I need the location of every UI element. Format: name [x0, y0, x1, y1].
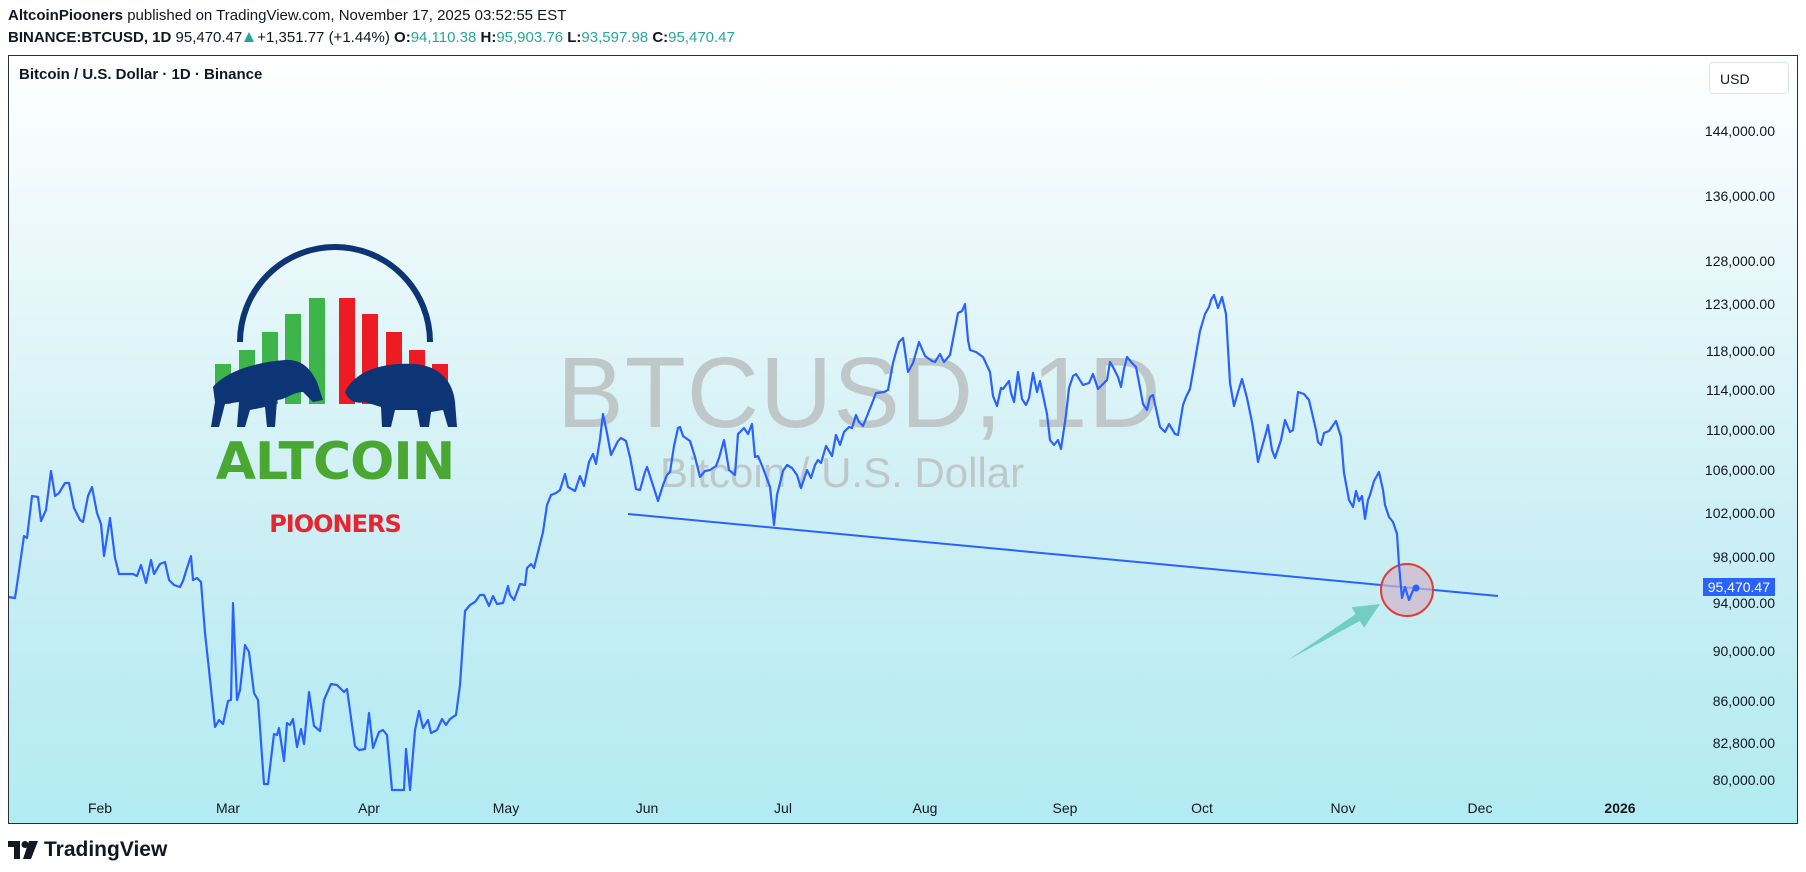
price-axis-label: 86,000.00: [1712, 693, 1775, 709]
time-axis-label: Oct: [1191, 800, 1213, 816]
price-axis-label: 114,000.00: [1705, 382, 1775, 398]
high-label: H:: [480, 29, 497, 46]
tradingview-logo[interactable]: TradingView: [8, 838, 167, 862]
price-axis-label: 128,000.00: [1704, 253, 1775, 269]
publish-info: AltcoinPiooners published on TradingView…: [8, 7, 566, 24]
time-axis-label: Aug: [912, 800, 938, 816]
last-price-tag: 95,470.47: [1702, 578, 1775, 596]
tradingview-brand: TradingView: [44, 838, 168, 861]
price-line[interactable]: [9, 293, 1416, 792]
bull-bear-icon: [211, 244, 457, 427]
watermark-description: Bitcoin / U.S. Dollar: [660, 449, 1025, 496]
price-axis-label: 94,000.00: [1712, 595, 1775, 611]
time-axis-label: Dec: [1467, 800, 1493, 816]
price-change: +1,351.77 (+1.44%): [257, 29, 390, 46]
price-axis-label: 110,000.00: [1705, 422, 1775, 438]
last-price-dot: [1412, 584, 1420, 592]
time-axis-label: Feb: [87, 800, 113, 816]
price-axis-label: 123,000.00: [1704, 296, 1775, 312]
price-axis-label: 82,800.00: [1712, 735, 1775, 751]
logo-text-piooners: PIOONERS: [269, 510, 402, 538]
price-axis-label: 80,000.00: [1712, 772, 1775, 788]
time-axis-label: May: [492, 800, 520, 816]
high-value: 95,903.76: [496, 29, 564, 46]
arrow-annotation[interactable]: [1288, 604, 1380, 660]
time-axis-label: Jul: [774, 800, 792, 816]
close-label: C:: [652, 29, 669, 46]
price-axis-label: 90,000.00: [1712, 643, 1775, 659]
currency-button[interactable]: USD: [1709, 62, 1789, 94]
time-axis-label: 2026: [1604, 800, 1636, 816]
chart-pane[interactable]: BTCUSD, 1D Bitcoin / U.S. Dollar ALTCOIN…: [8, 55, 1798, 824]
low-value: 93,597.98: [581, 29, 649, 46]
chart-title: Bitcoin / U.S. Dollar · 1D · Binance: [19, 66, 263, 83]
symbol-label: BINANCE:BTCUSD, 1D: [8, 29, 172, 46]
close-value: 95,470.47: [668, 29, 735, 46]
time-axis-label: Sep: [1052, 800, 1078, 816]
open-value: 94,110.38: [410, 29, 477, 46]
last-price: 95,470.47: [175, 29, 243, 46]
price-axis-label: 144,000.00: [1704, 123, 1775, 139]
time-axis-label: Mar: [215, 800, 241, 816]
watermark-symbol: BTCUSD, 1D: [557, 337, 1162, 449]
time-axis-label: Jun: [635, 800, 659, 816]
price-axis-label: 98,000.00: [1712, 549, 1775, 565]
low-label: L:: [567, 29, 582, 46]
time-axis-label: Apr: [358, 800, 380, 816]
author-name[interactable]: AltcoinPiooners: [8, 7, 124, 24]
price-axis-label: 118,000.00: [1705, 343, 1775, 359]
up-triangle-icon: [244, 32, 255, 42]
ohlc-bar: BINANCE:BTCUSD, 1D 95,470.47 +1,351.77 (+…: [8, 29, 735, 46]
logo-text-altcoin: ALTCOIN: [215, 432, 455, 492]
published-text: published on TradingView.com, November 1…: [127, 7, 567, 24]
time-axis-label: Nov: [1330, 800, 1356, 816]
trendline[interactable]: [627, 513, 1499, 597]
price-axis-label: 136,000.00: [1704, 188, 1775, 204]
open-label: O:: [394, 29, 411, 46]
altcoin-pioneers-logo: ALTCOIN PIOONERS: [205, 242, 465, 542]
price-axis-label: 102,000.00: [1704, 505, 1775, 521]
price-axis-label: 106,000.00: [1704, 462, 1775, 478]
price-plot[interactable]: [9, 56, 1798, 824]
tradingview-logo-icon: [8, 841, 38, 859]
